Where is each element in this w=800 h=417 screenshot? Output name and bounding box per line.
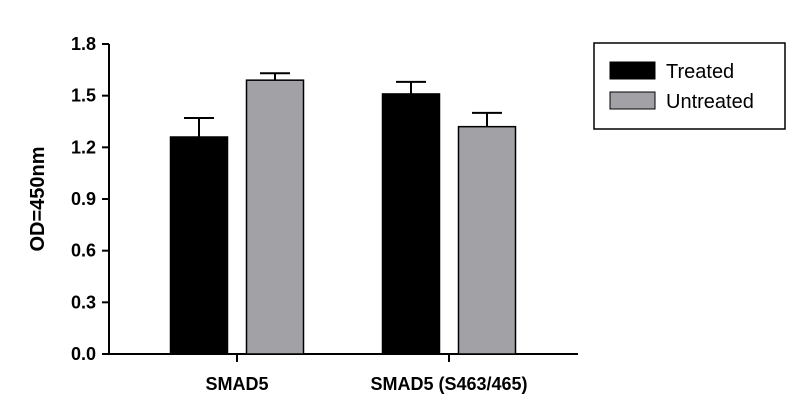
y-tick-label: 0.0 <box>71 344 96 364</box>
legend: Treated Untreated <box>593 42 786 130</box>
x-tick-label: SMAD5 <box>205 374 268 394</box>
x-axis: SMAD5 SMAD5 (S463/465) <box>205 354 528 394</box>
legend-label-untreated: Untreated <box>666 91 754 113</box>
y-axis: 0.0 0.3 0.6 0.9 1.2 1.5 1.8 <box>71 34 109 364</box>
legend-label-treated: Treated <box>666 61 734 83</box>
y-tick-label: 0.9 <box>71 189 96 209</box>
y-axis-title: OD=450nm <box>27 146 49 251</box>
bars-layer <box>169 79 517 355</box>
x-tick-label: SMAD5 (S463/465) <box>370 374 527 394</box>
bar-untreated-2 <box>457 125 517 355</box>
bar-treated-1 <box>169 136 229 355</box>
bar-untreated-1 <box>245 79 305 355</box>
y-tick-label: 1.2 <box>71 137 96 157</box>
legend-swatch-untreated <box>609 91 656 110</box>
y-tick-label: 0.3 <box>71 292 96 312</box>
error-bars-layer <box>184 72 502 137</box>
bar-treated-2 <box>381 93 441 355</box>
legend-box <box>593 42 786 130</box>
y-tick-label: 1.5 <box>71 86 96 106</box>
y-tick-label: 1.8 <box>71 34 96 54</box>
legend-swatch-treated <box>609 61 656 80</box>
y-tick-label: 0.6 <box>71 241 96 261</box>
